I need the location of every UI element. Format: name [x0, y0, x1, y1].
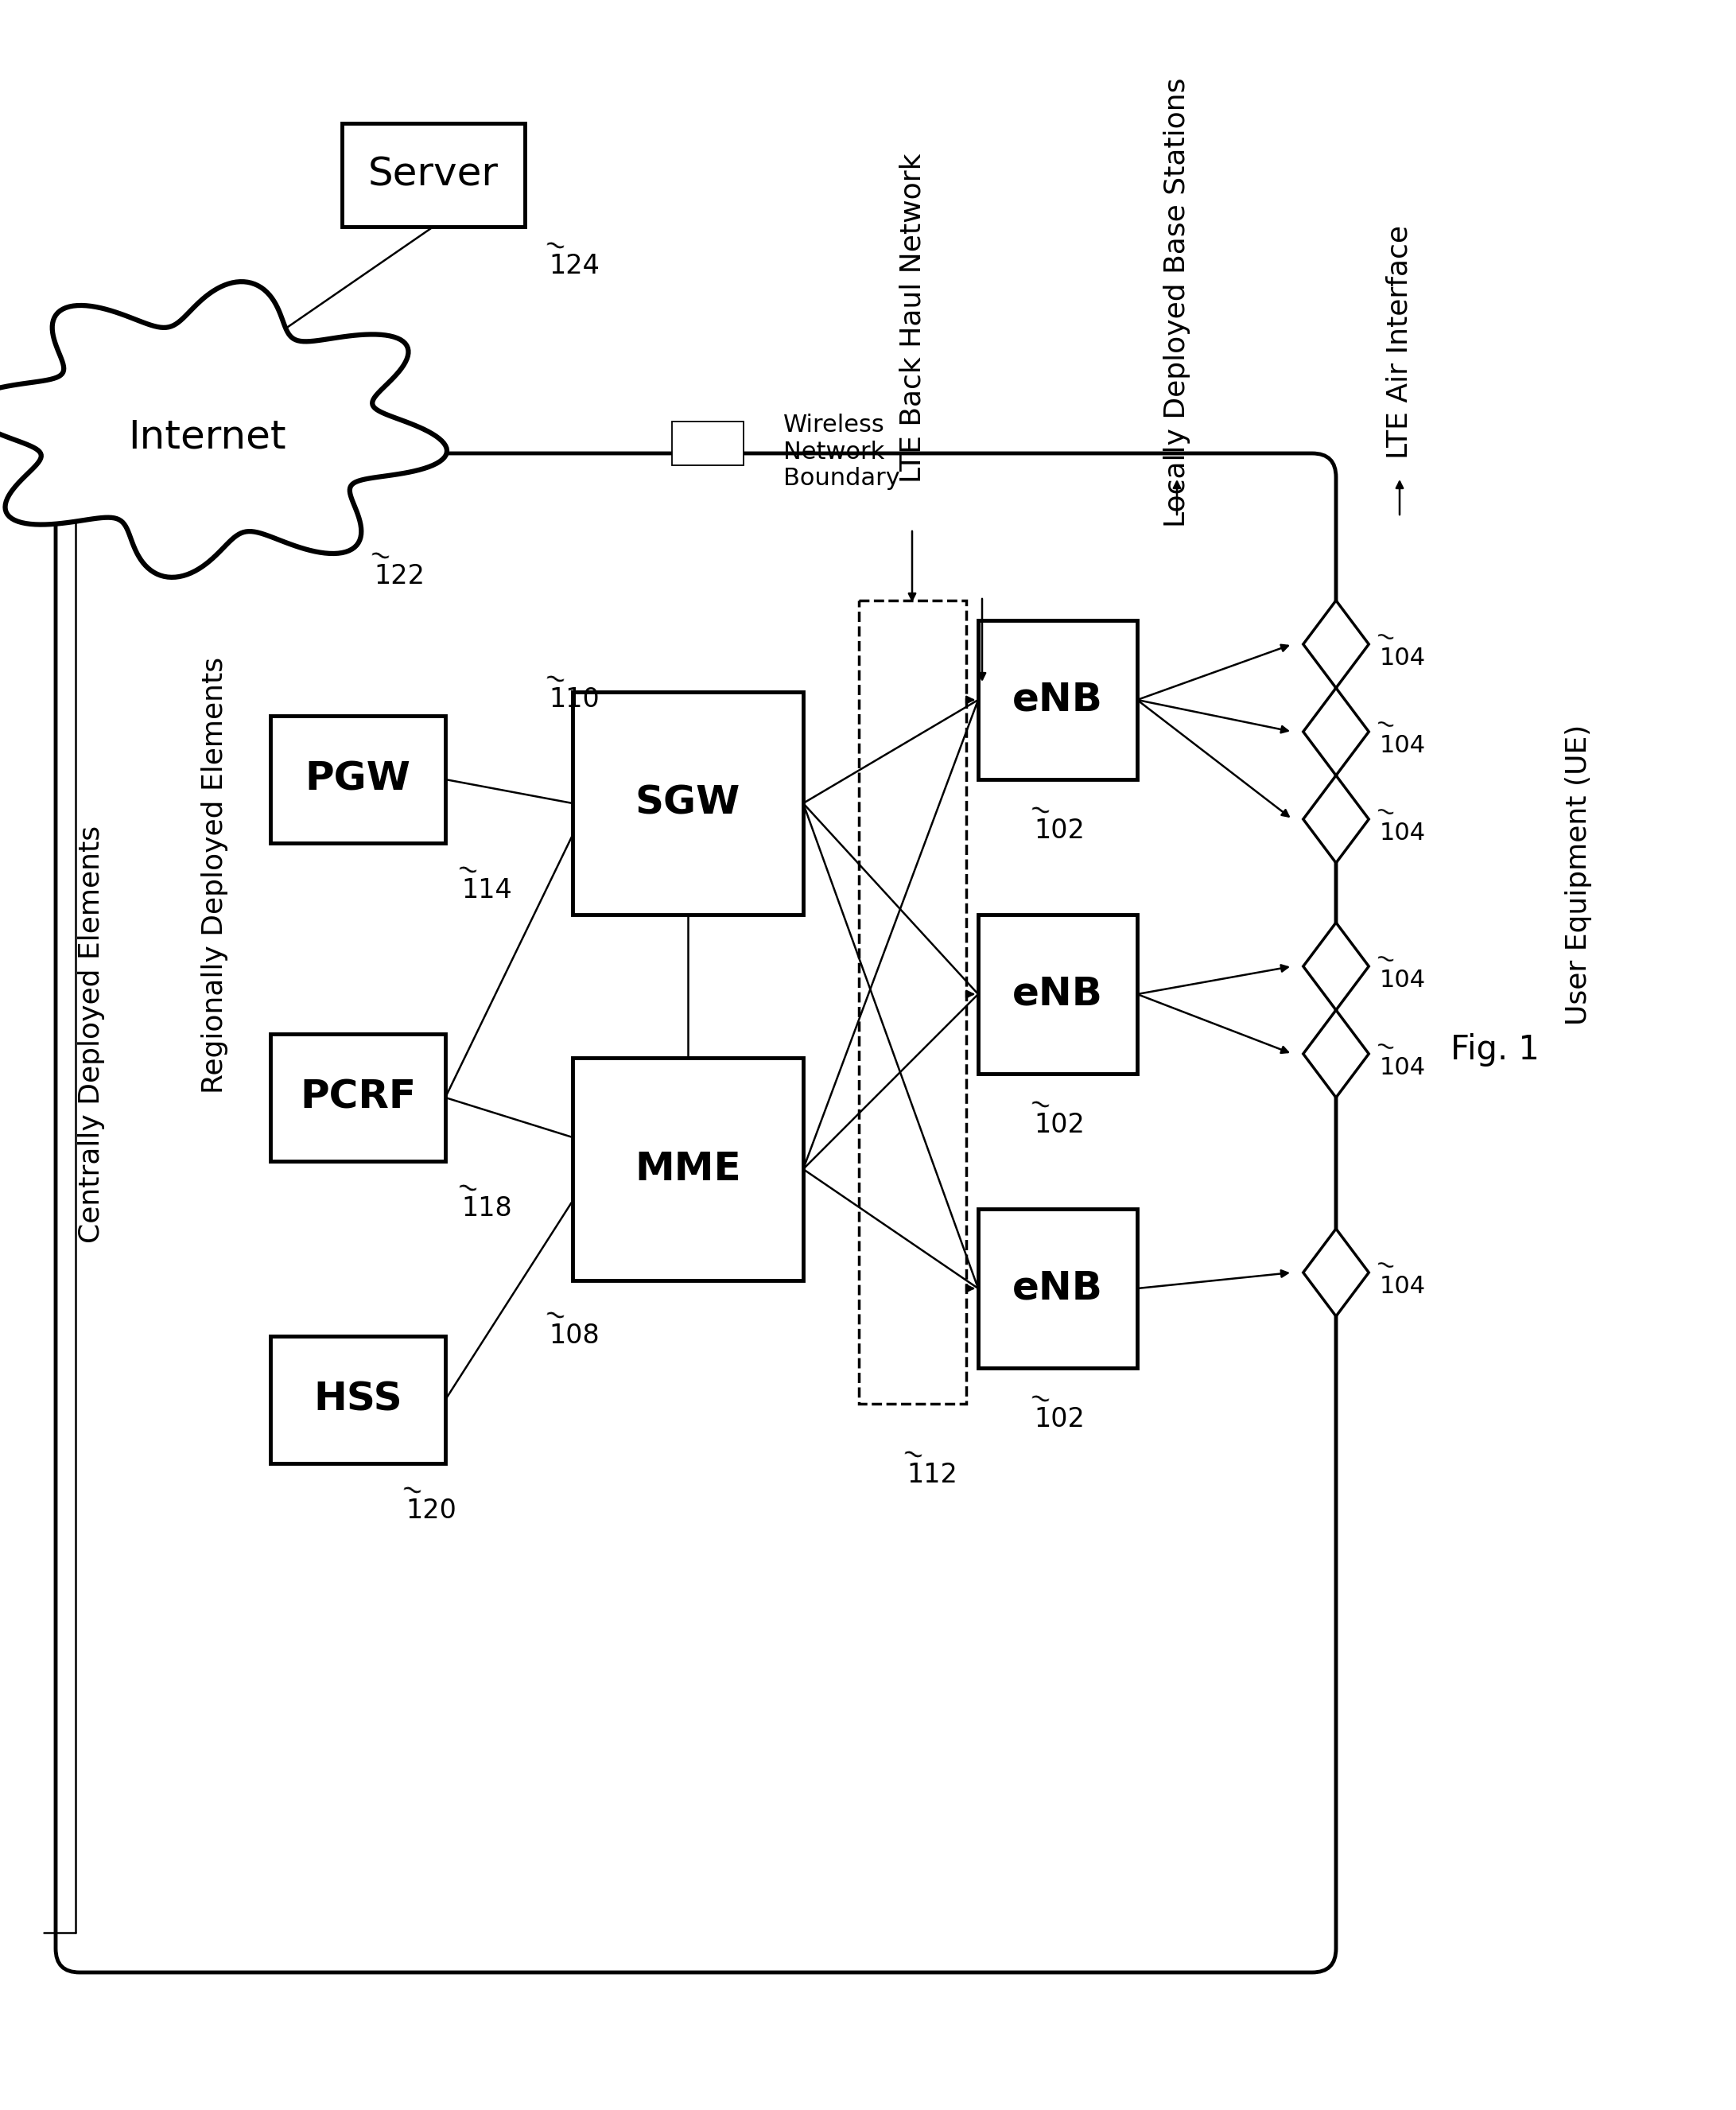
Polygon shape	[1304, 601, 1368, 688]
Text: ~: ~	[540, 1300, 569, 1331]
Text: 104: 104	[1380, 1057, 1425, 1078]
Bar	[977, 1209, 1137, 1367]
Text: 118: 118	[462, 1196, 512, 1222]
Text: 104: 104	[1380, 646, 1425, 669]
Polygon shape	[1304, 922, 1368, 1011]
Bar	[977, 620, 1137, 779]
Text: ~: ~	[366, 540, 394, 572]
Text: MME: MME	[635, 1150, 741, 1188]
Bar	[573, 1057, 804, 1281]
Bar	[342, 122, 524, 226]
Text: 124: 124	[549, 253, 599, 279]
Text: eNB: eNB	[1012, 975, 1102, 1013]
Text: 104: 104	[1380, 734, 1425, 757]
Text: Server: Server	[368, 156, 498, 194]
Polygon shape	[0, 281, 446, 578]
Text: PCRF: PCRF	[300, 1078, 417, 1116]
Bar	[977, 914, 1137, 1074]
Text: ~: ~	[1371, 800, 1397, 827]
Text: 104: 104	[1380, 968, 1425, 992]
Text: 120: 120	[406, 1498, 457, 1523]
Bar	[573, 692, 804, 914]
Text: ~: ~	[1371, 625, 1397, 652]
Text: Locally Deployed Base Stations: Locally Deployed Base Stations	[1163, 78, 1191, 528]
Text: 122: 122	[373, 563, 425, 589]
Text: Wireless
Network
Boundary: Wireless Network Boundary	[783, 414, 899, 490]
Text: 104: 104	[1380, 821, 1425, 844]
Text: ~: ~	[453, 855, 481, 886]
Bar	[672, 422, 743, 466]
Text: SGW: SGW	[635, 785, 741, 823]
Polygon shape	[1304, 776, 1368, 863]
Text: ~: ~	[1371, 1253, 1397, 1281]
Text: ~: ~	[453, 1173, 481, 1205]
Text: ~: ~	[899, 1439, 927, 1471]
Text: PGW: PGW	[306, 760, 411, 798]
Text: HSS: HSS	[314, 1380, 403, 1418]
Text: Fig. 1: Fig. 1	[1451, 1034, 1540, 1066]
Text: ~: ~	[1371, 711, 1397, 738]
Text: LTE Air Interface: LTE Air Interface	[1385, 226, 1413, 458]
FancyBboxPatch shape	[56, 454, 1337, 1973]
Text: eNB: eNB	[1012, 1270, 1102, 1308]
Polygon shape	[1304, 688, 1368, 776]
Text: ~: ~	[1371, 947, 1397, 975]
Text: User Equipment (UE): User Equipment (UE)	[1566, 724, 1592, 1025]
Text: ~: ~	[1026, 1384, 1054, 1416]
Text: ~: ~	[1026, 1089, 1054, 1120]
Text: Internet: Internet	[128, 418, 286, 456]
Text: ~: ~	[1026, 795, 1054, 827]
Text: 112: 112	[906, 1462, 957, 1488]
Text: ~: ~	[540, 230, 569, 262]
Polygon shape	[1304, 1228, 1368, 1317]
Text: 104: 104	[1380, 1274, 1425, 1298]
Polygon shape	[1304, 1011, 1368, 1097]
Text: 114: 114	[462, 878, 512, 903]
Text: LTE Back Haul Network: LTE Back Haul Network	[899, 154, 927, 483]
Bar	[271, 1034, 446, 1160]
Text: 102: 102	[1035, 1112, 1085, 1137]
Bar	[271, 715, 446, 844]
Text: Centrally Deployed Elements: Centrally Deployed Elements	[78, 825, 104, 1243]
Text: 108: 108	[549, 1323, 599, 1348]
Text: 102: 102	[1035, 817, 1085, 844]
Text: 110: 110	[549, 686, 599, 713]
Text: eNB: eNB	[1012, 682, 1102, 720]
Bar	[271, 1336, 446, 1464]
Text: ~: ~	[540, 665, 569, 694]
Text: ~: ~	[1371, 1034, 1397, 1061]
Bar	[859, 601, 967, 1403]
Text: 102: 102	[1035, 1405, 1085, 1433]
Text: ~: ~	[398, 1475, 425, 1507]
Text: Regionally Deployed Elements: Regionally Deployed Elements	[201, 656, 227, 1093]
